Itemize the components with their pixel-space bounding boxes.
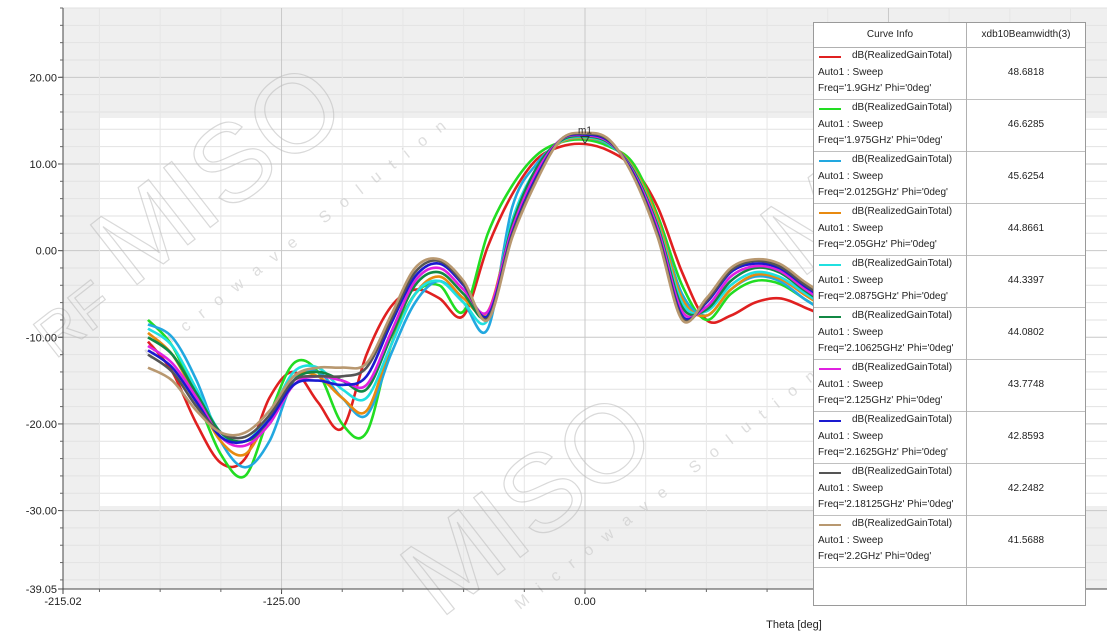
legend-setup: Auto1 : Sweep xyxy=(818,379,884,390)
legend-setup: Auto1 : Sweep xyxy=(818,119,884,130)
legend-row[interactable]: dB(RealizedGainTotal) Auto1 : Sweep Freq='… xyxy=(814,307,1085,360)
legend-row[interactable]: dB(RealizedGainTotal) Auto1 : Sweep Freq='… xyxy=(814,203,1085,256)
legend-row[interactable]: dB(RealizedGainTotal) Auto1 : Sweep Freq='… xyxy=(814,411,1085,464)
legend-row[interactable]: dB(RealizedGainTotal) Auto1 : Sweep Freq='… xyxy=(814,99,1085,152)
legend-trace-name: dB(RealizedGainTotal) xyxy=(852,518,953,529)
y-tick-label: -10.00 xyxy=(26,332,57,344)
legend-beamwidth-value: 41.5688 xyxy=(1007,535,1045,546)
legend-curve-cell: dB(RealizedGainTotal) Auto1 : Sweep Freq='… xyxy=(814,99,967,151)
legend-curve-cell: dB(RealizedGainTotal) Auto1 : Sweep Freq='… xyxy=(814,515,967,567)
legend-curve-cell: dB(RealizedGainTotal) Auto1 : Sweep Freq='… xyxy=(814,203,967,255)
legend-setup: Auto1 : Sweep xyxy=(818,275,884,286)
legend-row[interactable]: dB(RealizedGainTotal) Auto1 : Sweep Freq='… xyxy=(814,151,1085,204)
x-tick-label: 0.00 xyxy=(574,596,595,608)
marker-label: m1 xyxy=(578,125,592,136)
legend-curve-cell: dB(RealizedGainTotal) Auto1 : Sweep Freq='… xyxy=(814,359,967,411)
legend-beamwidth-value: 44.0802 xyxy=(1007,327,1045,338)
y-tick-label: 20.00 xyxy=(29,72,57,84)
legend-row[interactable]: dB(RealizedGainTotal) Auto1 : Sweep Freq='… xyxy=(814,47,1085,100)
legend-variation: Freq='2.05GHz' Phi='0deg' xyxy=(818,239,937,250)
legend-variation: Freq='1.9GHz' Phi='0deg' xyxy=(818,83,932,94)
legend-curve-cell: dB(RealizedGainTotal) Auto1 : Sweep Freq='… xyxy=(814,307,967,359)
legend-trace-name: dB(RealizedGainTotal) xyxy=(852,206,953,217)
legend-curve-cell: dB(RealizedGainTotal) Auto1 : Sweep Freq='… xyxy=(814,151,967,203)
curve-info-table: Curve Info xdb10Beamwidth(3) dB(Realized… xyxy=(813,22,1086,606)
legend-setup: Auto1 : Sweep xyxy=(818,67,884,78)
legend-variation: Freq='2.18125GHz' Phi='0deg' xyxy=(818,499,954,510)
legend-trace-name: dB(RealizedGainTotal) xyxy=(852,466,953,477)
y-tick-label: -39.05 xyxy=(26,584,57,596)
legend-setup: Auto1 : Sweep xyxy=(818,535,884,546)
legend-beamwidth-value: 44.3397 xyxy=(1007,275,1045,286)
legend-trace-name: dB(RealizedGainTotal) xyxy=(852,310,953,321)
legend-trace-name: dB(RealizedGainTotal) xyxy=(852,102,953,113)
legend-row[interactable]: dB(RealizedGainTotal) Auto1 : Sweep Freq='… xyxy=(814,255,1085,308)
marker-m1[interactable]: m1 xyxy=(578,125,592,145)
legend-swatch xyxy=(819,524,841,526)
legend-swatch xyxy=(819,56,841,58)
legend-setup: Auto1 : Sweep xyxy=(818,223,884,234)
legend-trace-name: dB(RealizedGainTotal) xyxy=(852,362,953,373)
legend-header: Curve Info xdb10Beamwidth(3) xyxy=(814,23,1085,48)
legend-swatch xyxy=(819,264,841,266)
x-tick-label: -215.02 xyxy=(44,596,81,608)
legend-trace-name: dB(RealizedGainTotal) xyxy=(852,414,953,425)
legend-curve-cell: dB(RealizedGainTotal) Auto1 : Sweep Freq='… xyxy=(814,47,967,99)
legend-curve-cell: dB(RealizedGainTotal) Auto1 : Sweep Freq='… xyxy=(814,463,967,515)
legend-setup: Auto1 : Sweep xyxy=(818,483,884,494)
legend-swatch xyxy=(819,212,841,214)
x-tick-label: -125.00 xyxy=(263,596,300,608)
legend-beamwidth-value: 42.2482 xyxy=(1007,483,1045,494)
legend-beamwidth-value: 43.7748 xyxy=(1007,379,1045,390)
legend-header-curve-info: Curve Info xyxy=(814,23,967,47)
legend-beamwidth-value: 44.8661 xyxy=(1007,223,1045,234)
legend-swatch xyxy=(819,420,841,422)
x-axis-label: Theta [deg] xyxy=(766,619,822,631)
legend-header-beamwidth: xdb10Beamwidth(3) xyxy=(981,29,1071,40)
legend-variation: Freq='2.1625GHz' Phi='0deg' xyxy=(818,447,948,458)
legend-setup: Auto1 : Sweep xyxy=(818,327,884,338)
legend-row[interactable]: dB(RealizedGainTotal) Auto1 : Sweep Freq='… xyxy=(814,515,1085,568)
legend-swatch xyxy=(819,160,841,162)
y-tick-label: -20.00 xyxy=(26,419,57,431)
y-tick-label: 10.00 xyxy=(29,159,57,171)
legend-setup: Auto1 : Sweep xyxy=(818,171,884,182)
legend-variation: Freq='2.0875GHz' Phi='0deg' xyxy=(818,291,948,302)
legend-curve-cell: dB(RealizedGainTotal) Auto1 : Sweep Freq='… xyxy=(814,411,967,463)
legend-swatch xyxy=(819,316,841,318)
legend-beamwidth-value: 42.8593 xyxy=(1007,431,1045,442)
legend-setup: Auto1 : Sweep xyxy=(818,431,884,442)
legend-trace-name: dB(RealizedGainTotal) xyxy=(852,50,953,61)
legend-beamwidth-value: 45.6254 xyxy=(1007,171,1045,182)
legend-swatch xyxy=(819,368,841,370)
marker-triangle xyxy=(580,135,590,145)
legend-swatch xyxy=(819,472,841,474)
legend-trace-name: dB(RealizedGainTotal) xyxy=(852,258,953,269)
legend-variation: Freq='2.2GHz' Phi='0deg' xyxy=(818,551,932,562)
legend-variation: Freq='2.125GHz' Phi='0deg' xyxy=(818,395,943,406)
y-tick-label: -30.00 xyxy=(26,506,57,518)
legend-swatch xyxy=(819,108,841,110)
legend-variation: Freq='2.0125GHz' Phi='0deg' xyxy=(818,187,948,198)
legend-beamwidth-value: 46.6285 xyxy=(1007,119,1045,130)
legend-row[interactable]: dB(RealizedGainTotal) Auto1 : Sweep Freq='… xyxy=(814,463,1085,516)
legend-variation: Freq='1.975GHz' Phi='0deg' xyxy=(818,135,943,146)
legend-variation: Freq='2.10625GHz' Phi='0deg' xyxy=(818,343,954,354)
legend-curve-cell: dB(RealizedGainTotal) Auto1 : Sweep Freq='… xyxy=(814,255,967,307)
y-tick-label: 0.00 xyxy=(36,246,57,258)
legend-row[interactable]: dB(RealizedGainTotal) Auto1 : Sweep Freq='… xyxy=(814,359,1085,412)
legend-divider xyxy=(966,567,967,605)
legend-trace-name: dB(RealizedGainTotal) xyxy=(852,154,953,165)
legend-beamwidth-value: 48.6818 xyxy=(1007,67,1045,78)
